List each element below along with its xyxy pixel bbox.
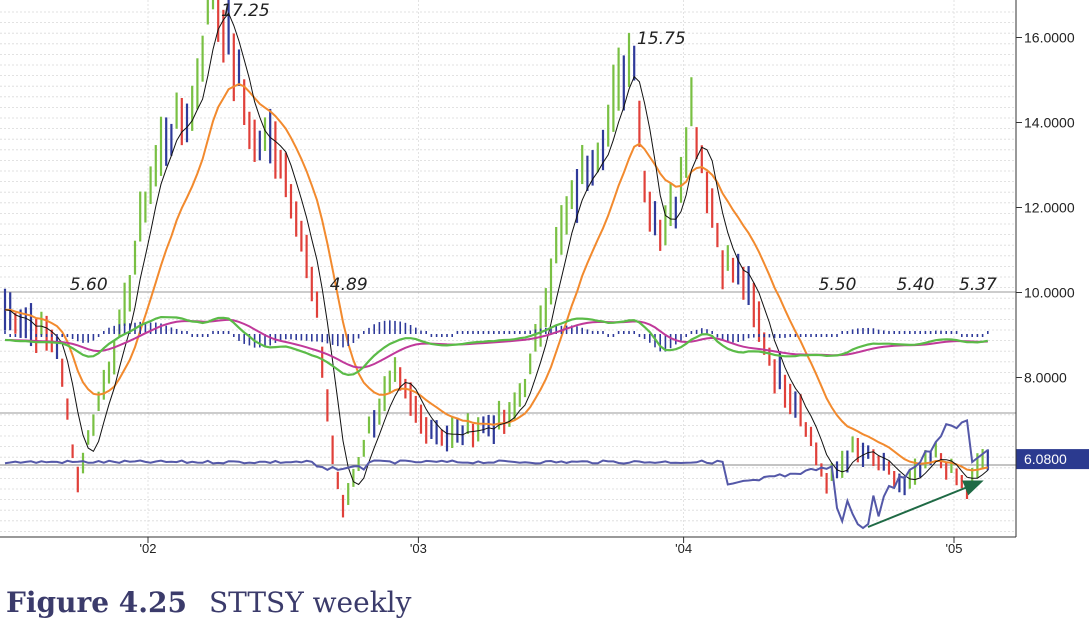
stock-chart: 16.0000 14.0000 12.0000 10.0000 8.0000 '02 '03… <box>0 0 1089 556</box>
y-tick-label: 10.0000 <box>1024 285 1075 301</box>
x-tick-label: '04 <box>675 541 692 556</box>
macd-line <box>4 315 988 377</box>
divergence-arrow <box>867 480 984 528</box>
y-tick-label: 8.0000 <box>1024 370 1067 386</box>
lower-indicator-line <box>4 418 989 530</box>
price-bars <box>3 0 989 518</box>
plot-background <box>0 0 1016 537</box>
price-annotation: 17.25 <box>221 1 270 21</box>
y-tick-label: 14.0000 <box>1024 115 1075 131</box>
indicator-lines <box>4 12 989 530</box>
slow-moving-average-line <box>4 83 989 472</box>
fast-moving-average-line <box>4 12 989 486</box>
price-annotation: 15.75 <box>637 29 686 49</box>
price-annotation: 5.40 <box>897 275 935 295</box>
y-tick-label: 12.0000 <box>1024 200 1075 216</box>
x-tick-label: '02 <box>140 541 157 556</box>
x-tick-label: '03 <box>410 541 427 556</box>
price-annotation: 5.37 <box>959 275 997 295</box>
last-price-box <box>1016 449 1089 470</box>
price-annotation: 4.89 <box>330 275 368 295</box>
figure-title: STTSY weekly <box>208 586 412 619</box>
x-tick-label: '05 <box>946 541 963 556</box>
price-annotation: 5.60 <box>70 275 108 295</box>
last-price-label: 6.0800 <box>1024 451 1067 467</box>
figure-label: Figure 4.25 <box>6 586 187 619</box>
chart-labels: 16.0000 14.0000 12.0000 10.0000 8.0000 '02 '03… <box>70 1 1089 556</box>
price-annotation: 5.50 <box>819 275 857 295</box>
y-tick-label: 16.0000 <box>1024 30 1075 46</box>
figure-caption: Figure 4.25 STTSY weekly <box>6 586 411 619</box>
